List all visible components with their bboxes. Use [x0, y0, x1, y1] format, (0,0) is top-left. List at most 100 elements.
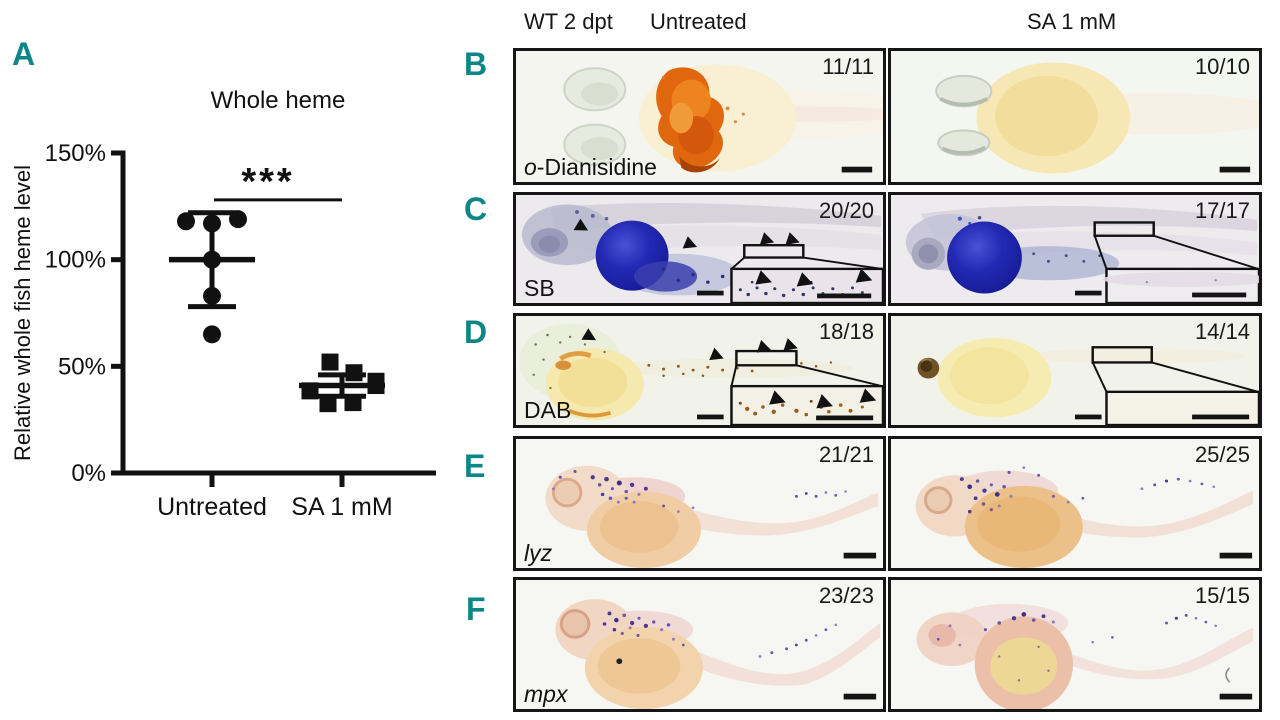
embryo-count: 11/11: [822, 54, 874, 79]
panel-f-untreated-image: 23/23 mpx: [513, 577, 886, 712]
header-untreated: Untreated: [650, 9, 747, 34]
header-sa1mm: SA 1 mM: [1027, 9, 1117, 34]
data-point: [203, 214, 221, 233]
panel-d-sa-image: 14/14: [888, 313, 1262, 428]
panel-c-untreated-image: 20/20 SB: [513, 192, 886, 306]
data-point: [203, 286, 221, 305]
eye: [923, 486, 953, 515]
panel-letter-c: C: [464, 191, 487, 227]
arrowhead-icons: [581, 328, 798, 361]
scale-bar: [1219, 552, 1253, 559]
scale-bar: [1219, 166, 1251, 173]
data-point: [344, 394, 362, 412]
scale-bar: [1219, 693, 1253, 700]
eye: [551, 477, 583, 508]
stained-neutrophils: [602, 611, 838, 658]
panel-b-sa-image: 10/10: [888, 48, 1262, 185]
pigment-spot: [616, 658, 623, 665]
stained-neutrophils: [936, 612, 1217, 682]
stain-label: DAB: [524, 396, 572, 423]
scale-bar: [843, 552, 877, 559]
embryo-count: 18/18: [818, 319, 874, 344]
stain-label: o-Dianisidine: [524, 153, 657, 180]
scale-bar: [817, 293, 872, 299]
embryo-count: 23/23: [818, 583, 874, 608]
embryo-eyes: [563, 67, 627, 166]
heme-scatter-chart: Whole heme Relative whole fish heme level…: [10, 87, 436, 521]
panel-letter-a: A: [12, 36, 35, 72]
magnified-inset: [730, 384, 883, 425]
inset-source-box: [1093, 221, 1155, 237]
scale-bar: [1075, 290, 1102, 296]
fish-dorsal-unstained: [891, 51, 1259, 182]
data-point: [367, 377, 385, 395]
yolk-sac: [947, 221, 1022, 294]
inset-source-box: [735, 349, 798, 367]
larva-mpx-stained: [891, 580, 1259, 709]
fish-lateral-sb-stained: [516, 195, 883, 303]
eye: [559, 609, 591, 639]
embryo-count: 14/14: [1194, 319, 1250, 344]
embryo-count: 10/10: [1194, 54, 1250, 79]
y-axis-label: Relative whole fish heme level: [10, 165, 35, 461]
stained-neutrophils: [959, 466, 1216, 514]
fish-lateral-sb-stained: [891, 195, 1259, 303]
scale-bar: [697, 290, 724, 296]
panel-f-sa-image: 15/15: [888, 577, 1262, 712]
data-point: [177, 212, 195, 231]
panel-b-untreated-image: 11/11 o-Dianisidine: [513, 48, 886, 185]
debris-mark: [1225, 667, 1231, 683]
heme-stain-blob: [656, 67, 745, 173]
panel-e-untreated-image: 21/21 lyz: [513, 436, 886, 571]
stain-label: lyz: [524, 539, 553, 566]
scale-bar: [816, 415, 874, 421]
fish-dorsal-odianisidine-stained: [516, 51, 883, 182]
significance-stars: ***: [241, 161, 294, 203]
scale-bar: [697, 414, 724, 420]
y-tick-label: 50%: [58, 353, 106, 380]
panel-d-untreated-image: 18/18 DAB: [513, 313, 886, 428]
magnified-inset: [1102, 267, 1259, 303]
embryo-count: 21/21: [818, 442, 874, 467]
data-point: [345, 364, 363, 382]
scale-bar: [841, 166, 873, 173]
panel-e-sa-image: 25/25: [888, 436, 1262, 571]
panel-letter-e: E: [464, 448, 485, 484]
stain-label: SB: [524, 274, 555, 301]
header-genotype: WT 2 dpt: [524, 9, 613, 34]
inset-source-box: [743, 244, 805, 259]
x-category-label: Untreated: [157, 493, 267, 521]
fish-lateral-unstained: [891, 316, 1259, 425]
larva-lyz-stained: [516, 439, 883, 568]
y-tick-label: 100%: [45, 247, 106, 274]
stain-label: mpx: [524, 680, 568, 707]
y-tick-label: 0%: [71, 460, 106, 487]
embryo-count: 17/17: [1194, 198, 1250, 223]
larva-lyz-stained: [891, 439, 1259, 568]
stained-neutrophils: [552, 469, 847, 513]
y-tick-label: 150%: [45, 140, 106, 167]
data-point: [229, 210, 247, 229]
scale-bar: [1192, 414, 1250, 420]
panel-c-sa-image: 17/17: [888, 192, 1262, 306]
scale-bar: [1192, 292, 1247, 298]
data-point: [319, 395, 337, 413]
arrowhead-icons: [573, 218, 800, 249]
scale-bar: [843, 693, 877, 700]
data-point: [301, 382, 319, 400]
magnified-inset: [730, 267, 883, 303]
chart-title: Whole heme: [211, 87, 346, 114]
data-point: [203, 250, 221, 269]
panel-letter-d: D: [464, 314, 487, 350]
embryo-count: 20/20: [818, 198, 874, 223]
inset-source-box: [1091, 346, 1153, 364]
larva-mpx-stained: [516, 580, 883, 709]
stained-cells: [647, 361, 833, 377]
data-point: [203, 325, 221, 344]
panel-letter-b: B: [464, 46, 487, 82]
fish-lateral-dab-stained: [516, 316, 883, 425]
stained-cells: [977, 216, 1101, 263]
embryo-count: 15/15: [1194, 583, 1250, 608]
magnified-inset: [1105, 390, 1259, 425]
